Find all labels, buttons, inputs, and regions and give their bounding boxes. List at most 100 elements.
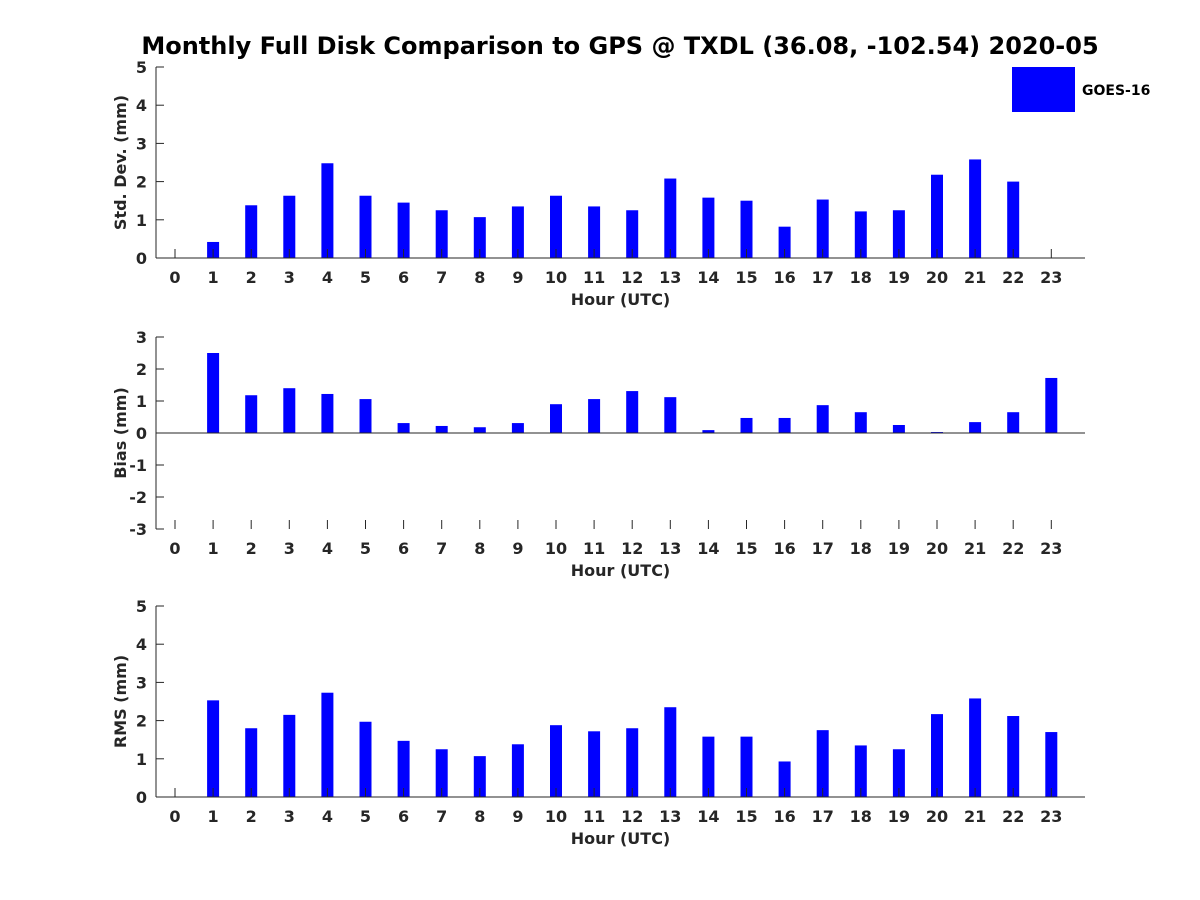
x-tick-label: 2 — [246, 268, 257, 287]
y-tick-label: -1 — [129, 456, 147, 475]
x-tick-label: 18 — [850, 539, 872, 558]
y-axis-label: Bias (mm) — [111, 387, 130, 479]
bar-hour-4 — [321, 163, 334, 258]
bar-hour-18 — [854, 412, 867, 433]
x-tick-label: 3 — [284, 539, 295, 558]
bar-hour-21 — [969, 698, 982, 797]
x-tick-label: 23 — [1040, 539, 1062, 558]
bar-hour-20 — [931, 174, 943, 258]
bar-hour-16 — [778, 761, 791, 797]
y-axis-label: RMS (mm) — [111, 655, 130, 748]
bar-hour-6 — [397, 202, 410, 258]
bar-hour-15 — [740, 200, 753, 258]
x-tick-label: 16 — [773, 807, 795, 826]
x-tick-label: 22 — [1002, 807, 1024, 826]
y-tick-label: 0 — [136, 788, 147, 807]
x-tick-label: 8 — [474, 807, 485, 826]
x-tick-label: 22 — [1002, 268, 1024, 287]
y-tick-label: 2 — [136, 712, 147, 731]
x-tick-label: 11 — [583, 807, 605, 826]
x-axis-label: Hour (UTC) — [571, 561, 671, 580]
bar-hour-9 — [511, 423, 524, 433]
legend: GOES-16 — [1012, 67, 1150, 112]
bar-hour-3 — [283, 195, 296, 258]
bar-hour-23 — [1045, 377, 1058, 433]
y-tick-label: 2 — [136, 360, 147, 379]
bar-hour-17 — [816, 405, 829, 433]
bar-hour-3 — [283, 388, 296, 433]
x-tick-label: 21 — [964, 807, 986, 826]
x-tick-label: 10 — [545, 539, 567, 558]
bar-hour-10 — [550, 195, 562, 258]
bar-hour-21 — [969, 159, 982, 258]
x-tick-label: 21 — [964, 268, 986, 287]
x-tick-label: 12 — [621, 268, 643, 287]
x-tick-label: 12 — [621, 807, 643, 826]
bar-hour-14 — [702, 430, 715, 433]
x-tick-label: 13 — [659, 268, 681, 287]
x-tick-label: 12 — [621, 539, 643, 558]
x-tick-label: 15 — [735, 539, 757, 558]
x-tick-label: 17 — [812, 268, 834, 287]
bar-hour-7 — [435, 749, 448, 797]
bar-hour-13 — [664, 397, 677, 433]
x-tick-label: 7 — [436, 807, 447, 826]
bar-hour-17 — [816, 199, 829, 258]
bar-hour-3 — [283, 714, 296, 797]
x-tick-label: 6 — [398, 807, 409, 826]
x-tick-label: 17 — [812, 539, 834, 558]
x-tick-label: 23 — [1040, 268, 1062, 287]
x-tick-label: 0 — [169, 539, 180, 558]
x-tick-label: 15 — [735, 807, 757, 826]
bar-hour-7 — [435, 210, 448, 258]
bar-hour-14 — [702, 197, 715, 258]
bar-hour-18 — [854, 745, 867, 797]
bar-hour-9 — [511, 744, 524, 797]
x-tick-label: 13 — [659, 807, 681, 826]
x-tick-label: 6 — [398, 268, 409, 287]
x-tick-label: 4 — [322, 539, 333, 558]
legend-swatch — [1012, 67, 1075, 112]
bar-hour-12 — [626, 728, 639, 797]
x-tick-label: 2 — [246, 539, 257, 558]
x-tick-label: 20 — [926, 268, 948, 287]
bar-hour-15 — [740, 417, 753, 433]
x-tick-label: 21 — [964, 539, 986, 558]
x-tick-label: 1 — [208, 268, 219, 287]
y-tick-label: 0 — [136, 249, 147, 268]
x-tick-label: 16 — [773, 539, 795, 558]
x-tick-label: 14 — [697, 539, 719, 558]
bar-hour-19 — [892, 749, 905, 797]
y-axis-label: Std. Dev. (mm) — [111, 95, 130, 230]
bar-hour-2 — [245, 395, 258, 433]
bar-hour-19 — [892, 210, 905, 258]
bar-hour-21 — [969, 422, 982, 433]
x-tick-label: 11 — [583, 268, 605, 287]
bar-hour-2 — [245, 205, 258, 258]
x-tick-label: 9 — [512, 268, 523, 287]
x-tick-label: 7 — [436, 539, 447, 558]
x-tick-label: 20 — [926, 539, 948, 558]
bar-hour-8 — [473, 217, 486, 258]
y-tick-label: 1 — [136, 750, 147, 769]
y-tick-label: 5 — [136, 597, 147, 616]
bar-hour-4 — [321, 692, 334, 797]
x-tick-label: 8 — [474, 539, 485, 558]
bar-hour-11 — [588, 206, 601, 258]
bar-hour-7 — [435, 425, 448, 433]
bar-hour-1 — [207, 700, 220, 797]
chart-title: Monthly Full Disk Comparison to GPS @ TX… — [141, 32, 1098, 60]
bar-hour-19 — [892, 425, 905, 433]
bar-hour-5 — [359, 195, 372, 258]
bar-hour-13 — [664, 178, 677, 258]
bar-hour-12 — [626, 391, 639, 433]
x-tick-label: 22 — [1002, 539, 1024, 558]
bar-hour-14 — [702, 736, 715, 797]
bar-hour-10 — [550, 725, 562, 797]
x-tick-label: 8 — [474, 268, 485, 287]
x-tick-label: 1 — [208, 807, 219, 826]
x-tick-label: 1 — [208, 539, 219, 558]
x-tick-label: 5 — [360, 807, 371, 826]
